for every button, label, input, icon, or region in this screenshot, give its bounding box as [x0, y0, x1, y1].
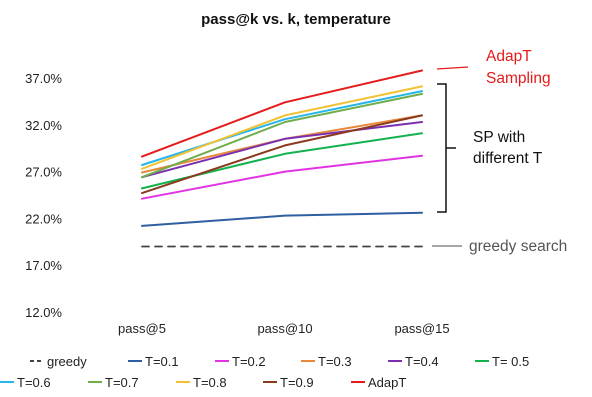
x-tick-label: pass@15 [394, 321, 449, 336]
y-tick-label: 27.0% [25, 165, 62, 180]
legend-label: AdapT [368, 375, 406, 390]
legend-label: greedy [47, 354, 87, 369]
series-line [141, 90, 423, 166]
legend-label: T=0.9 [280, 375, 314, 390]
series-line [141, 69, 423, 158]
series-line [141, 85, 423, 170]
legend-label: T=0.7 [105, 375, 139, 390]
series-line [141, 114, 423, 195]
y-tick-label: 12.0% [25, 305, 62, 320]
series-line [141, 154, 423, 200]
y-tick-label: 32.0% [25, 118, 62, 133]
chart-title: pass@k vs. k, temperature [201, 11, 391, 28]
y-tick-label: 22.0% [25, 211, 62, 226]
y-tick-label: 37.0% [25, 71, 62, 86]
adapt-annotation-line1: AdapT [486, 48, 532, 65]
y-tick-label: 17.0% [25, 258, 62, 273]
sp-annotation-line1: SP with [473, 129, 525, 146]
sp-annotation-line2: different T [473, 150, 543, 167]
sp-bracket [437, 83, 456, 213]
x-tick-label: pass@5 [118, 321, 166, 336]
legend-label: T=0.3 [318, 354, 352, 369]
legend-label: T= 0.5 [492, 354, 529, 369]
legend-label: T=0.4 [405, 354, 439, 369]
legend-label: T=0.6 [17, 375, 51, 390]
series-line [141, 211, 423, 227]
series-line [141, 92, 423, 179]
greedy-annotation-label: greedy search [469, 238, 567, 255]
adapt-annotation-line2: Sampling [486, 70, 551, 87]
legend-label: T=0.8 [193, 375, 227, 390]
x-tick-label: pass@10 [257, 321, 312, 336]
series-line [141, 121, 423, 179]
legend-label: T=0.2 [232, 354, 266, 369]
adapt-annotation-pointer [436, 66, 469, 70]
legend-label: T=0.1 [145, 354, 179, 369]
